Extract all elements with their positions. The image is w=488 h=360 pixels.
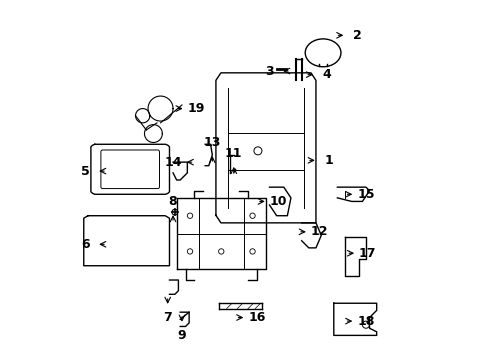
Text: 12: 12 — [310, 225, 327, 238]
Text: 7: 7 — [163, 311, 172, 324]
Text: 13: 13 — [203, 136, 221, 149]
Text: 17: 17 — [358, 247, 376, 260]
Text: 11: 11 — [224, 147, 242, 160]
Text: 5: 5 — [81, 165, 90, 177]
Text: 16: 16 — [248, 311, 265, 324]
Text: 2: 2 — [352, 29, 361, 42]
Text: 6: 6 — [81, 238, 90, 251]
Text: 18: 18 — [357, 315, 374, 328]
Text: 4: 4 — [322, 68, 330, 81]
Text: 9: 9 — [177, 329, 186, 342]
Text: 8: 8 — [168, 195, 177, 208]
Text: 3: 3 — [264, 64, 273, 77]
Text: 14: 14 — [164, 156, 182, 168]
Text: 10: 10 — [269, 195, 286, 208]
Text: 15: 15 — [356, 188, 374, 201]
Text: 1: 1 — [324, 154, 332, 167]
Text: 19: 19 — [187, 102, 204, 115]
